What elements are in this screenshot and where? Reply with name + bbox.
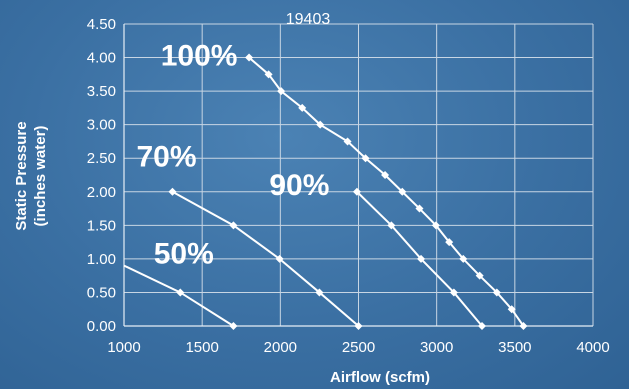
y-tick-label: 4.50 bbox=[87, 16, 116, 33]
data-point-100 bbox=[431, 221, 440, 230]
chart-title: 19403 bbox=[286, 11, 331, 28]
y-tick-label: 0.00 bbox=[87, 318, 116, 335]
x-tick-label: 3500 bbox=[498, 339, 531, 356]
data-point-100 bbox=[361, 154, 370, 163]
y-tick-label: 4.00 bbox=[87, 50, 116, 67]
x-tick-label: 2500 bbox=[342, 339, 375, 356]
x-tick-label: 1500 bbox=[185, 339, 218, 356]
series-label-100: 100% bbox=[161, 40, 238, 73]
series-label-70: 70% bbox=[137, 140, 197, 173]
data-point-90 bbox=[387, 221, 396, 230]
data-point-100 bbox=[277, 87, 286, 96]
data-point-100 bbox=[415, 204, 424, 213]
data-point-100 bbox=[381, 171, 390, 179]
y-tick-label: 2.00 bbox=[87, 184, 116, 201]
y-tick-label: 2.50 bbox=[87, 150, 116, 167]
data-point-70 bbox=[315, 288, 324, 297]
data-point-100 bbox=[398, 187, 407, 196]
data-point-50 bbox=[176, 288, 185, 297]
series-label-90: 90% bbox=[269, 169, 329, 202]
data-point-70 bbox=[275, 254, 284, 263]
data-point-100 bbox=[445, 238, 454, 247]
y-axis-title-line: (inches water) bbox=[32, 126, 49, 227]
data-point-100 bbox=[298, 103, 307, 112]
data-point-90 bbox=[417, 254, 426, 263]
y-tick-label: 1.50 bbox=[87, 217, 116, 234]
x-axis-title: Airflow (scfm) bbox=[330, 369, 430, 386]
data-point-90 bbox=[449, 288, 458, 297]
data-point-70 bbox=[229, 221, 238, 230]
data-point-90 bbox=[478, 322, 487, 330]
series-line-50 bbox=[123, 264, 234, 327]
data-point-100 bbox=[475, 271, 484, 280]
x-tick-label: 4000 bbox=[576, 339, 609, 356]
y-axis-title-line: Static Pressure bbox=[13, 121, 30, 230]
data-point-100 bbox=[316, 120, 325, 129]
x-tick-label: 3000 bbox=[420, 339, 453, 356]
data-point-100 bbox=[519, 322, 528, 330]
data-point-90 bbox=[352, 187, 361, 196]
x-tick-label: 2000 bbox=[264, 339, 297, 356]
data-point-100 bbox=[459, 254, 468, 263]
x-tick-label: 1000 bbox=[107, 339, 140, 356]
data-point-70 bbox=[168, 187, 177, 196]
series-group bbox=[123, 53, 528, 330]
data-point-100 bbox=[492, 288, 501, 297]
data-point-100 bbox=[507, 305, 516, 314]
data-point-100 bbox=[264, 70, 273, 79]
y-tick-label: 1.00 bbox=[87, 251, 116, 268]
data-point-100 bbox=[343, 137, 352, 146]
y-tick-label: 3.50 bbox=[87, 83, 116, 100]
data-point-70 bbox=[354, 322, 363, 330]
y-tick-label: 3.00 bbox=[87, 117, 116, 134]
data-point-50 bbox=[229, 322, 238, 330]
y-tick-label: 0.50 bbox=[87, 284, 116, 301]
series-label-50: 50% bbox=[154, 238, 214, 271]
data-point-100 bbox=[245, 53, 254, 62]
text-group: 0.00 0.50 1.00 1.50 2.00 2.50 3.00 3.50 4.00 4.50… bbox=[13, 11, 610, 386]
